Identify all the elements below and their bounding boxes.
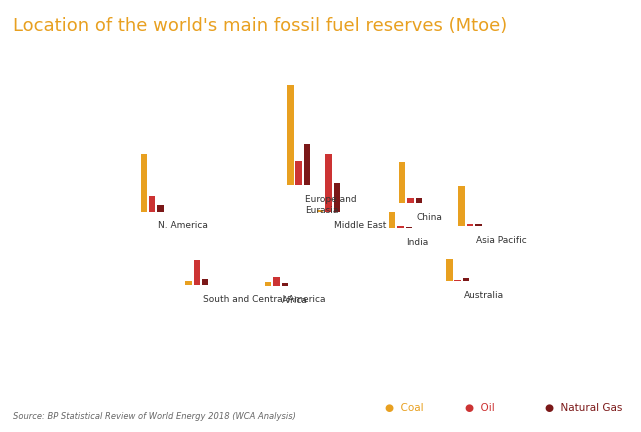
Bar: [317, 210, 323, 212]
Bar: [407, 198, 413, 203]
Bar: [185, 281, 192, 285]
Bar: [265, 282, 271, 286]
Bar: [463, 278, 469, 281]
Bar: [296, 161, 302, 185]
Text: Asia Pacific: Asia Pacific: [476, 236, 527, 245]
Text: Europe and
Eurasia: Europe and Eurasia: [304, 195, 356, 215]
Text: Australia: Australia: [463, 291, 504, 300]
Bar: [281, 283, 288, 286]
Bar: [458, 186, 465, 226]
Text: ●  Coal: ● Coal: [385, 403, 423, 413]
Text: China: China: [417, 213, 442, 222]
Bar: [140, 154, 147, 212]
Bar: [202, 280, 208, 285]
Text: ●  Oil: ● Oil: [465, 403, 494, 413]
Bar: [389, 213, 395, 228]
Bar: [397, 226, 404, 228]
Bar: [467, 224, 473, 226]
Bar: [475, 224, 482, 226]
Text: Source: BP Statistical Review of World Energy 2018 (WCA Analysis): Source: BP Statistical Review of World E…: [13, 412, 296, 421]
Text: ●  Natural Gas: ● Natural Gas: [545, 403, 622, 413]
Text: Middle East: Middle East: [335, 222, 387, 231]
Bar: [454, 280, 461, 281]
Text: Africa: Africa: [282, 296, 308, 305]
Text: South and Central America: South and Central America: [203, 295, 326, 304]
Bar: [149, 196, 155, 212]
Bar: [406, 226, 412, 228]
Bar: [287, 85, 294, 185]
Text: N. America: N. America: [158, 222, 208, 231]
Text: Location of the world's main fossil fuel reserves (Mtoe): Location of the world's main fossil fuel…: [13, 17, 507, 35]
Bar: [194, 260, 200, 285]
Text: India: India: [406, 238, 429, 247]
Bar: [273, 277, 279, 286]
Bar: [325, 154, 332, 212]
Bar: [399, 162, 405, 203]
Bar: [415, 198, 422, 203]
Bar: [304, 144, 310, 185]
Bar: [157, 205, 164, 212]
Bar: [334, 183, 340, 212]
Bar: [446, 259, 453, 281]
